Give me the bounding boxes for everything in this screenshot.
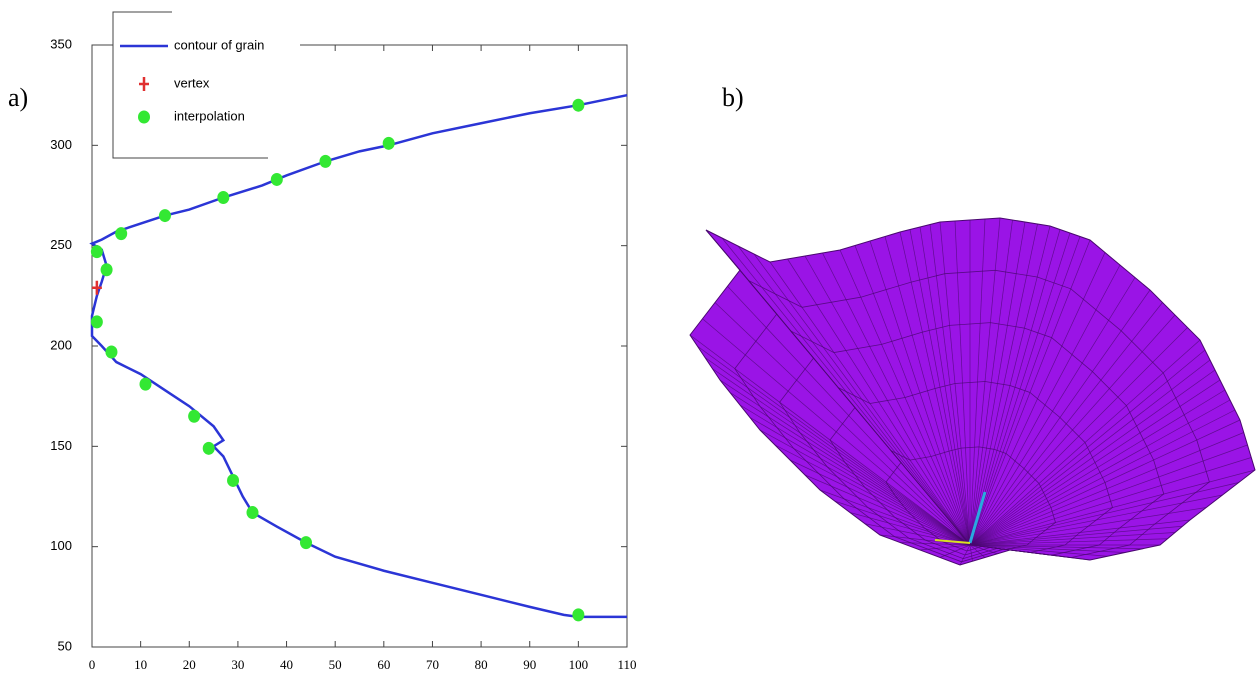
y-tick-label: 200 <box>50 337 72 352</box>
legend-label: interpolation <box>174 108 245 123</box>
x-tick-label: 110 <box>617 657 636 672</box>
figure: a) b) 0 10 20 30 40 50 60 70 80 90 100 110 50 100 150 2… <box>0 0 1259 686</box>
y-tick-label: 50 <box>58 638 72 653</box>
interpolation-point <box>271 173 283 186</box>
x-tick-label: 70 <box>426 657 439 672</box>
interpolation-point <box>203 442 215 455</box>
interpolation-point <box>101 263 113 276</box>
y-tick-label: 300 <box>50 137 72 152</box>
interpolation-point <box>91 245 103 258</box>
y-tick-label: 350 <box>50 36 72 51</box>
x-tick-label: 30 <box>231 657 244 672</box>
interpolation-point <box>383 137 395 150</box>
page: {"labels": {"a": "a)", "b": "b)"}, "char… <box>0 0 1259 686</box>
x-tick-label: 90 <box>523 657 536 672</box>
interpolation-point <box>188 410 200 423</box>
interpolation-point <box>91 315 103 328</box>
interpolation-point <box>300 536 312 549</box>
x-tick-label: 0 <box>89 657 96 672</box>
legend-label: contour of grain <box>174 37 264 52</box>
interpolation-point <box>217 191 229 204</box>
interpolation-point <box>319 155 331 168</box>
x-tick-label: 100 <box>569 657 589 672</box>
interpolation-point <box>572 608 584 621</box>
panel-label: a) <box>8 83 28 112</box>
x-tick-label: 80 <box>475 657 488 672</box>
y-tick-label: 250 <box>50 237 72 252</box>
x-tick-label: 60 <box>377 657 390 672</box>
interpolation-point <box>572 99 584 112</box>
panel-label: b) <box>722 83 744 112</box>
legend-swatch <box>138 111 150 124</box>
interpolation-point <box>105 346 117 359</box>
legend-label: vertex <box>174 75 210 90</box>
interpolation-point <box>227 474 239 487</box>
fem-model-render <box>690 218 1255 565</box>
interpolation-point <box>140 378 152 391</box>
interpolation-point <box>115 227 127 240</box>
y-tick-label: 150 <box>50 438 72 453</box>
x-tick-label: 50 <box>329 657 342 672</box>
contour-line <box>92 95 627 617</box>
x-tick-label: 20 <box>183 657 196 672</box>
x-tick-label: 10 <box>134 657 147 672</box>
interpolation-point <box>247 506 259 519</box>
x-tick-label: 40 <box>280 657 293 672</box>
y-tick-label: 100 <box>50 538 72 553</box>
interpolation-point <box>159 209 171 222</box>
